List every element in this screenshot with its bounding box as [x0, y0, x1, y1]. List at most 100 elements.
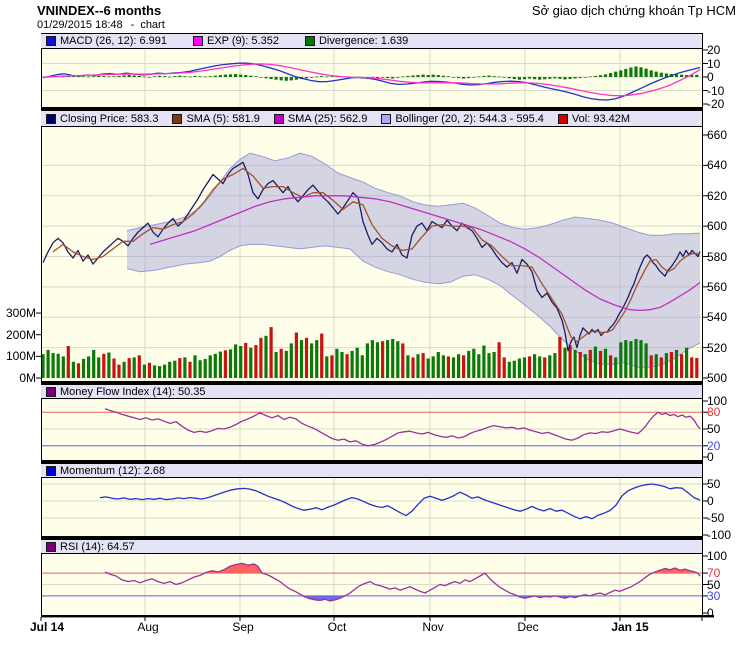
volume-bars [127, 358, 131, 378]
volume-bars [644, 343, 648, 378]
legend-item: Money Flow Index (14): 50.35 [46, 386, 206, 398]
volume-bars [213, 353, 217, 378]
legend-label: RSI (14): 64.57 [60, 540, 135, 553]
volume-bars [117, 364, 121, 378]
divergence-bars [315, 76, 319, 78]
price-y-tick-label: 600 [707, 219, 728, 234]
divergence-bars [436, 75, 440, 77]
rsi-y-tick-label: 50 [707, 577, 721, 592]
volume-bars [223, 350, 227, 378]
volume-bars [284, 350, 288, 378]
volume-bars [654, 354, 658, 378]
divergence-bars [629, 67, 633, 77]
divergence-bars [147, 77, 151, 78]
volume-bars [664, 353, 668, 378]
divergence-bars [548, 77, 552, 79]
divergence-bars [614, 71, 618, 77]
divergence-bars [588, 76, 592, 78]
volume-bars [624, 340, 628, 378]
volume-bars [259, 337, 263, 378]
volume-bars [76, 363, 81, 378]
datetime-separator: - [130, 19, 135, 31]
divergence-bars [239, 74, 243, 77]
volume-bars [198, 360, 202, 378]
mfi-y-tick-label: 0 [707, 450, 714, 464]
volume-bars [315, 340, 319, 378]
volume-bars [588, 349, 592, 378]
divergence-bars [553, 77, 557, 79]
legend-item: Divergence: 1.639 [304, 35, 408, 47]
divergence-bars [112, 76, 116, 77]
divergence-bars [482, 75, 486, 77]
x-axis-month-label: Oct [327, 620, 347, 634]
volume-bars [593, 346, 597, 378]
volume-bars [629, 341, 633, 378]
macd-legend: MACD (26, 12): 6.991 EXP (9): 5.352 Diverg… [41, 33, 702, 49]
volume-bars [183, 357, 187, 378]
divergence-bars [203, 76, 207, 78]
divergence-bars [406, 75, 410, 77]
divergence-bars [274, 77, 278, 80]
legend-swatch-icon [381, 113, 392, 124]
divergence-bars [563, 77, 567, 80]
legend-label: SMA (5): 581.9 [186, 112, 260, 125]
divergence-bars [81, 76, 86, 77]
divergence-bars [198, 76, 202, 77]
divergence-bars [102, 76, 106, 77]
volume-bars [355, 347, 359, 378]
divergence-bars [294, 77, 298, 80]
volume-bars [512, 360, 516, 378]
divergence-bars [173, 76, 177, 77]
divergence-bars [188, 76, 192, 78]
divergence-bars [467, 77, 471, 79]
divergence-bars [441, 75, 445, 77]
volume-bars [690, 357, 694, 378]
macd-y-tick-label: 10 [707, 56, 721, 71]
divergence-bars [507, 77, 511, 79]
legend-swatch-icon [273, 113, 284, 124]
divergence-bars [538, 77, 542, 80]
volume-bars [396, 341, 400, 378]
legend-swatch-icon [172, 113, 183, 124]
rsi-y-tick-label: 30 [707, 588, 721, 603]
divergence-bars [107, 76, 111, 78]
sma25-line [149, 195, 701, 312]
x-axis-line [41, 615, 714, 618]
volume-bars [163, 364, 167, 378]
macd-y-tick-label: -20 [707, 97, 725, 111]
panel-separator [41, 460, 702, 463]
divergence-bars [259, 77, 263, 78]
divergence-bars [416, 75, 420, 77]
volume-bars [609, 355, 613, 378]
divergence-bars [680, 74, 684, 77]
momentum-line [99, 483, 701, 520]
volume-bars [619, 342, 623, 378]
divergence-bars [462, 77, 466, 79]
divergence-bars [446, 76, 450, 77]
volume-bars [492, 352, 496, 378]
volume-bars [147, 362, 151, 378]
divergence-bars [304, 77, 309, 79]
volume-bars [365, 343, 369, 378]
price-y-tick-label: 500 [707, 371, 728, 385]
divergence-bars [218, 75, 222, 77]
divergence-bars [325, 76, 329, 78]
divergence-bars [451, 77, 456, 78]
divergence-bars [158, 75, 162, 77]
volume-bars [482, 345, 486, 378]
divergence-bars [411, 75, 415, 77]
legend-item: RSI (14): 64.57 [46, 541, 135, 553]
volume-bars [142, 364, 146, 378]
volume-bars [203, 358, 207, 378]
closing-price-line [42, 161, 701, 352]
macd-y-tick-label: 20 [707, 43, 721, 57]
divergence-bars [695, 74, 699, 77]
volume-bars [178, 358, 182, 378]
legend-swatch-icon [193, 36, 203, 46]
legend-item: SMA (25): 562.9 [273, 113, 367, 125]
divergence-bars [690, 74, 694, 77]
mfi-y-tick-label: 50 [707, 422, 721, 436]
volume-bars [538, 356, 542, 378]
panel-separator [41, 381, 702, 384]
divergence-bars [279, 77, 283, 81]
